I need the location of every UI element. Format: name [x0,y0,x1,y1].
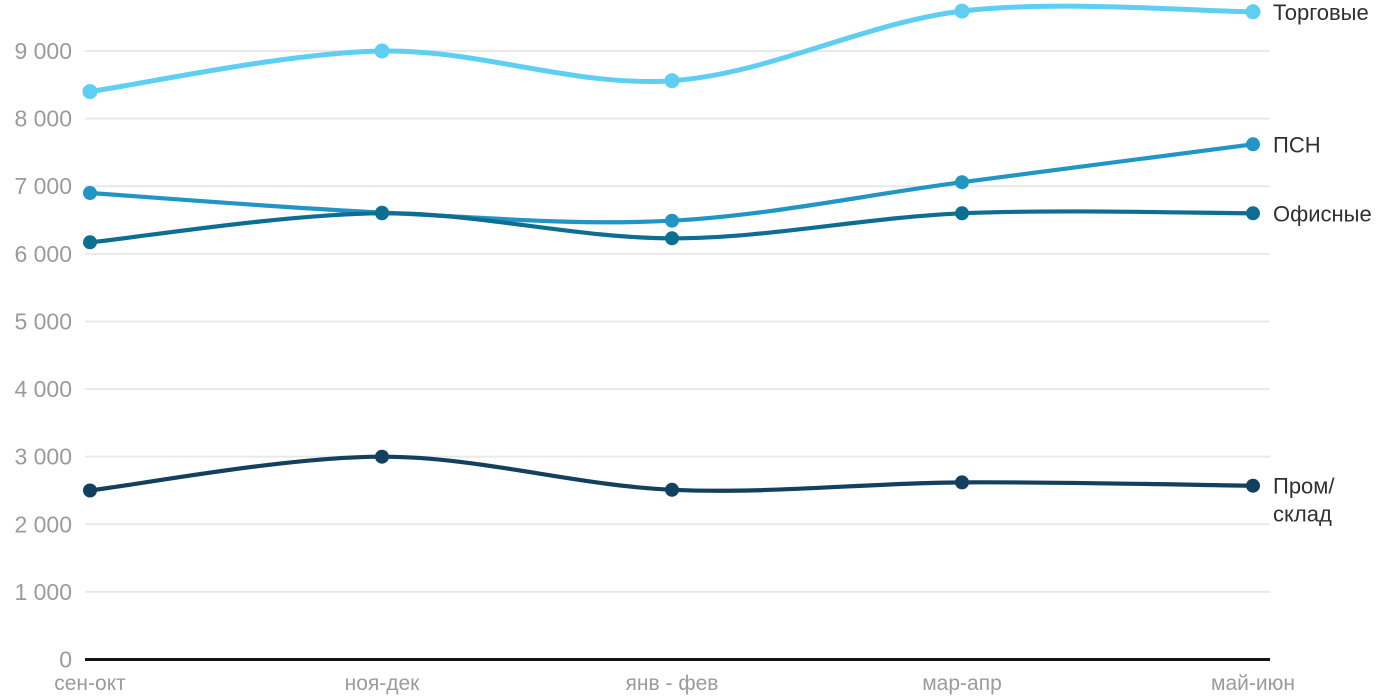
data-point-prom-sklad-3[interactable] [665,482,679,497]
x-tick-label-5: май-июн [1211,672,1295,695]
y-tick-label: 4 000 [14,376,72,402]
data-point-psn-1[interactable] [83,186,97,200]
y-tick-label: 2 000 [14,511,72,537]
data-point-torgovye-4[interactable] [954,3,970,19]
legend-label-line: Торговые [1273,0,1369,25]
data-point-ofisnye-4[interactable] [955,206,969,221]
legend-label-ofisnye: Офисные [1273,201,1372,226]
data-point-ofisnye-5[interactable] [1246,206,1260,221]
x-tick-label-3: янв - фев [626,672,719,695]
legend-label-torgovye: Торговые [1273,0,1369,25]
data-point-psn-3[interactable] [665,213,679,228]
legend-label-line: Пром/ [1273,474,1335,499]
data-point-psn-5[interactable] [1246,137,1260,152]
y-tick-label: 3 000 [14,444,72,470]
y-tick-label: 9 000 [14,38,72,64]
y-tick-label: 0 [59,647,72,673]
legend-label-line: ПСН [1273,132,1321,157]
y-tick-label: 7 000 [14,173,72,199]
data-point-prom-sklad-4[interactable] [955,475,969,490]
x-tick-label-1: сен-окт [54,672,126,695]
legend-label-line: Офисные [1273,201,1372,226]
data-point-ofisnye-2[interactable] [375,206,389,221]
data-point-torgovye-5[interactable] [1245,4,1261,20]
y-tick-label: 1 000 [14,579,72,605]
y-tick-label: 5 000 [14,308,72,334]
x-tick-label-4: мар-апр [922,672,1002,695]
legend-label-prom-sklad: Пром/склад [1273,474,1335,527]
legend-label-psn: ПСН [1273,132,1321,157]
data-point-prom-sklad-2[interactable] [375,449,389,464]
data-point-torgovye-1[interactable] [82,84,98,100]
legend-label-line: склад [1273,502,1332,527]
data-point-ofisnye-3[interactable] [665,231,679,246]
data-point-psn-4[interactable] [955,175,969,190]
data-point-prom-sklad-5[interactable] [1246,478,1260,493]
y-tick-label: 6 000 [14,241,72,267]
data-point-torgovye-2[interactable] [374,43,390,59]
data-point-torgovye-3[interactable] [664,73,680,89]
y-tick-label: 8 000 [14,106,72,132]
data-point-prom-sklad-1[interactable] [83,483,97,498]
data-point-ofisnye-1[interactable] [83,235,97,250]
x-tick-label-2: ноя-дек [345,672,421,695]
